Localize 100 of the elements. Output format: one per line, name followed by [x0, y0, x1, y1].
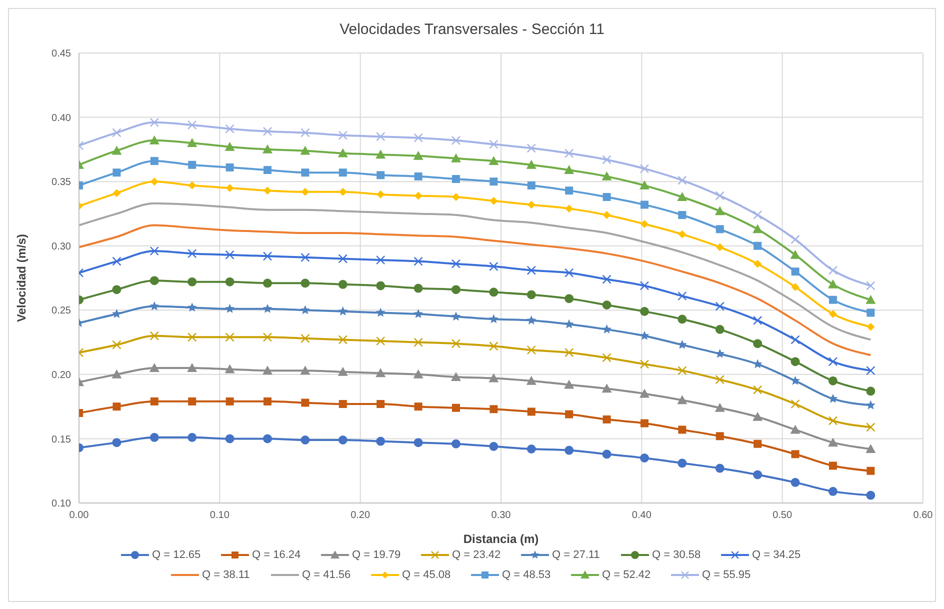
legend-label: Q = 55.95	[702, 569, 751, 581]
point	[225, 434, 234, 444]
point	[414, 256, 423, 266]
point	[150, 118, 159, 128]
point	[564, 319, 574, 328]
point	[754, 260, 762, 268]
point	[112, 438, 122, 448]
point	[489, 140, 498, 149]
line-series	[79, 202, 872, 341]
point	[866, 366, 876, 376]
point	[565, 186, 574, 195]
point	[527, 181, 536, 190]
point	[828, 310, 837, 318]
point	[866, 466, 875, 475]
point	[602, 384, 612, 393]
point	[526, 315, 536, 324]
point	[564, 348, 574, 358]
point	[790, 250, 800, 259]
point	[376, 132, 386, 142]
legend-label: Q = 45.08	[402, 569, 451, 581]
point	[640, 164, 650, 174]
point	[488, 373, 499, 382]
point	[752, 385, 762, 394]
point	[715, 324, 724, 334]
point	[790, 424, 800, 434]
point	[376, 368, 386, 378]
point	[262, 304, 272, 313]
point	[752, 412, 763, 421]
point	[790, 357, 800, 366]
point	[714, 206, 725, 216]
point	[300, 436, 310, 444]
point	[188, 181, 196, 190]
point	[450, 153, 461, 162]
point	[262, 126, 272, 136]
point	[263, 166, 272, 174]
point	[866, 444, 876, 453]
point	[489, 262, 498, 272]
point	[866, 400, 876, 410]
point	[752, 224, 763, 234]
point	[414, 284, 423, 293]
point	[187, 248, 197, 258]
point	[828, 279, 838, 288]
point	[678, 458, 687, 468]
point	[338, 335, 348, 344]
point	[602, 324, 612, 334]
point	[602, 155, 612, 164]
point	[414, 192, 422, 200]
point	[224, 364, 235, 374]
point	[714, 402, 725, 412]
point	[187, 332, 197, 342]
point	[753, 339, 762, 348]
point	[451, 312, 461, 321]
point	[150, 178, 158, 186]
point	[716, 243, 724, 252]
point	[866, 422, 876, 432]
point	[715, 302, 724, 311]
point	[376, 190, 385, 198]
point	[376, 255, 386, 265]
point	[376, 171, 385, 180]
point	[828, 376, 838, 386]
x-tick-label: 0.00	[69, 510, 90, 522]
point	[489, 342, 498, 351]
point	[828, 438, 838, 447]
point	[640, 306, 649, 316]
point	[602, 171, 612, 180]
point	[715, 348, 725, 358]
point	[112, 128, 122, 138]
point	[413, 369, 424, 378]
point	[112, 340, 122, 350]
point	[452, 193, 460, 201]
point	[338, 436, 348, 444]
point	[564, 380, 574, 389]
point	[226, 163, 234, 172]
point	[715, 191, 724, 200]
legend-label: Q = 41.56	[302, 569, 351, 581]
point	[526, 376, 536, 385]
point	[301, 188, 310, 196]
line-series	[79, 224, 872, 356]
point	[753, 470, 762, 480]
point	[828, 462, 837, 470]
point	[414, 402, 422, 411]
point	[866, 281, 876, 290]
point	[300, 305, 310, 314]
point	[828, 356, 838, 366]
point	[262, 278, 272, 288]
point	[526, 290, 536, 300]
point	[639, 388, 650, 398]
point	[716, 432, 724, 440]
point	[149, 135, 160, 144]
legend-label: Q = 12.65	[152, 549, 201, 561]
point	[678, 314, 687, 324]
legend-label: Q = 38.11	[202, 569, 250, 581]
point	[376, 436, 386, 446]
y-tick-label: 0.15	[52, 434, 72, 446]
y-tick-label: 0.20	[52, 370, 72, 381]
point	[716, 225, 724, 234]
point	[112, 402, 121, 411]
point	[866, 308, 875, 317]
y-tick-label: 0.30	[52, 241, 72, 252]
point	[413, 150, 424, 160]
